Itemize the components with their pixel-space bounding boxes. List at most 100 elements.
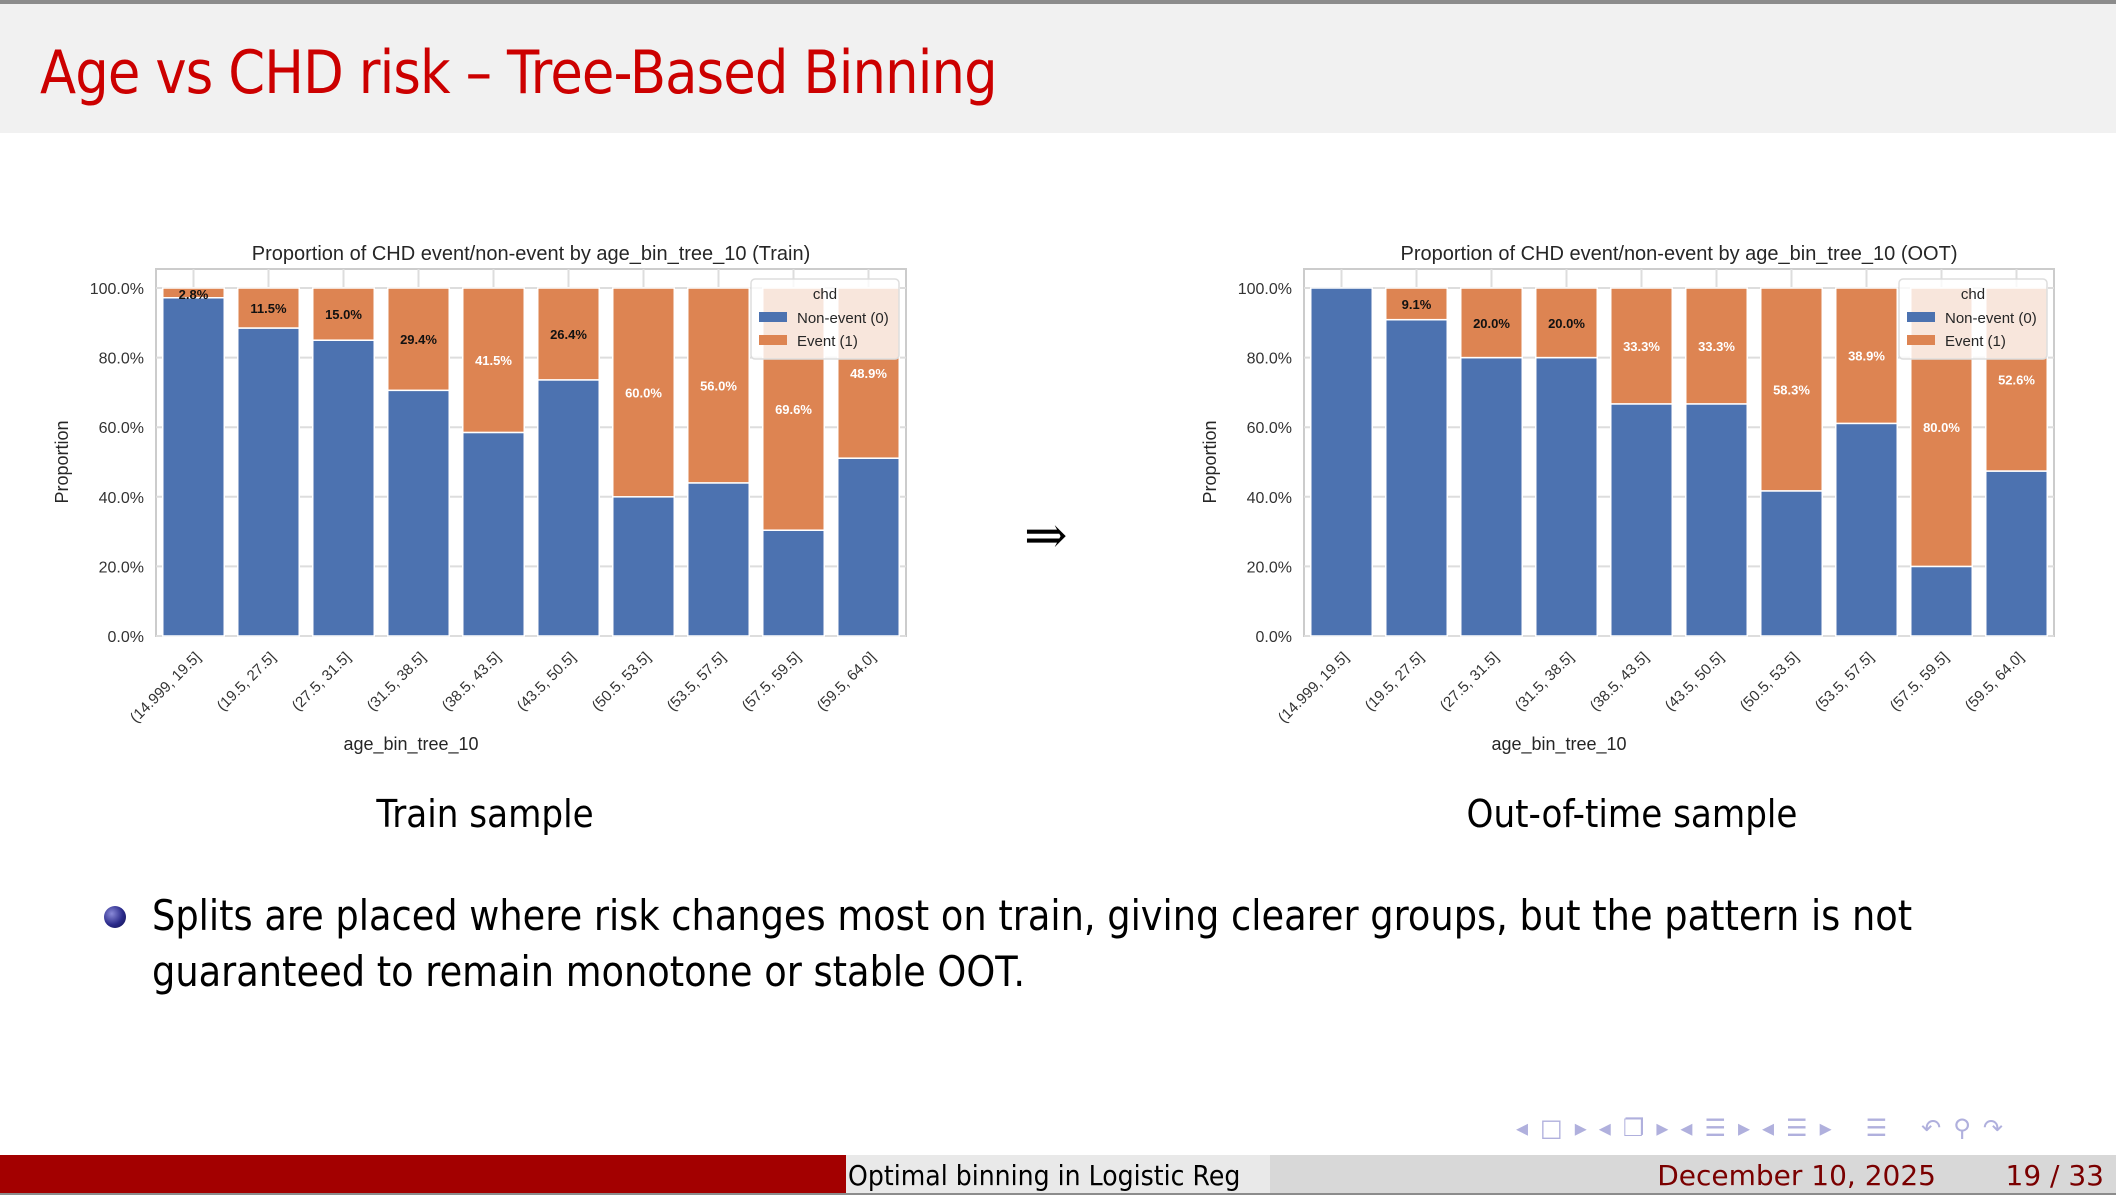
x-tick-label: (50.5, 53.5] [589,649,655,715]
bar-non-event [1685,403,1748,637]
bar-value-label: 52.6% [1998,373,2035,388]
frame-icon[interactable]: □ [1540,1114,1563,1142]
x-tick-label: (27.5, 31.5] [1437,649,1503,715]
y-tick-label: 0.0% [1256,629,1292,646]
x-tick-label: (38.5, 43.5] [439,649,505,715]
subsection-icon[interactable]: ❐ [1622,1114,1645,1142]
bar-value-label: 9.1% [1402,297,1432,312]
y-tick-label: 20.0% [99,559,144,576]
bar-event [1610,287,1673,405]
bar-event [537,287,600,381]
bar-non-event [462,431,525,637]
legend-swatch [1907,312,1935,322]
y-tick-label: 80.0% [99,351,144,368]
x-tick-label: (14.999, 19.5] [1275,649,1352,726]
bar-value-label: 41.5% [475,353,512,368]
legend-swatch [759,335,787,345]
bar-event [387,287,450,392]
x-tick-label: (43.5, 50.5] [1662,649,1728,715]
footer-date: December 10, 2025 [1657,1159,1936,1192]
bar-event [1685,287,1748,405]
footer-short-title: Optimal binning in Logistic Reg [848,1159,1241,1192]
bar-non-event [1310,287,1373,637]
bar-non-event [612,496,675,637]
bar-non-event [687,482,750,637]
bar-non-event [312,339,375,637]
legend-title: chd [1961,286,1985,303]
bar-event [687,287,750,484]
bar-value-label: 69.6% [775,402,812,417]
oot-caption: Out-of-time sample [1466,792,1798,836]
y-tick-label: 40.0% [99,490,144,507]
chart-title: Proportion of CHD event/non-event by age… [252,243,810,265]
bar-event [312,287,375,341]
bar-non-event [1835,422,1898,637]
bar-value-label: 80.0% [1923,420,1960,435]
nav-right-subsection-icon[interactable]: ▸ [1656,1114,1669,1142]
nav-left-section-icon[interactable]: ◂ [1680,1114,1693,1142]
implies-arrow: ⇒ [1024,506,1068,566]
y-tick-label: 60.0% [99,420,144,437]
forward-icon[interactable]: ↷ [1982,1114,2003,1142]
train-chart: Proportion of CHD event/non-event by age… [50,230,950,770]
footer-title-bar: Optimal binning in Logistic Reg [846,1155,1270,1195]
nav-right-section-icon[interactable]: ▸ [1737,1114,1750,1142]
chart-svg: Proportion of CHD event/non-event by age… [52,243,907,755]
bar-event [462,287,525,434]
bar-value-label: 33.3% [1698,339,1735,354]
legend-label: Event (1) [797,333,858,350]
oot-chart: Proportion of CHD event/non-event by age… [1198,230,2098,770]
x-tick-label: (53.5, 57.5] [1812,649,1878,715]
x-tick-label: (59.5, 64.0] [814,649,880,715]
legend-label: Non-event (0) [797,310,889,327]
bar-event [162,287,225,299]
x-tick-label: (50.5, 53.5] [1737,649,1803,715]
y-tick-label: 20.0% [1247,559,1292,576]
x-tick-label: (43.5, 50.5] [514,649,580,715]
x-tick-label: (53.5, 57.5] [664,649,730,715]
chart-legend [750,278,900,360]
slide-footer: Optimal binning in Logistic Reg December… [0,1155,2116,1195]
y-tick-label: 40.0% [1247,490,1292,507]
bar-non-event [837,457,900,637]
bar-value-label: 56.0% [700,378,737,393]
nav-right-doc-icon[interactable]: ▸ [1819,1114,1832,1142]
slide-header: Age vs CHD risk – Tree-Based Binning [0,4,2116,133]
nav-left-frame-icon[interactable]: ◂ [1516,1114,1529,1142]
footer-author-bar [0,1155,846,1195]
footer-date-bar: December 10, 2025 19 / 33 [1270,1155,2116,1195]
legend-swatch [759,312,787,322]
x-tick-label: (27.5, 31.5] [289,649,355,715]
bar-value-label: 48.9% [850,366,887,381]
back-icon[interactable]: ↶ [1921,1114,1942,1142]
y-tick-label: 100.0% [1238,281,1292,298]
bar-non-event [1760,490,1823,637]
nav-left-doc-icon[interactable]: ◂ [1762,1114,1775,1142]
bar-value-label: 58.3% [1773,382,1810,397]
x-tick-label: (31.5, 38.5] [1512,649,1578,715]
legend-label: Event (1) [1945,333,2006,350]
bottom-border [0,1193,2116,1195]
bar-event [1385,287,1448,321]
bar-value-label: 29.4% [400,332,437,347]
section-icon[interactable]: ☰ [1704,1114,1726,1142]
align-icon[interactable]: ☰ [1865,1114,1888,1142]
search-icon[interactable]: ⚲ [1953,1114,1971,1142]
bar-event [1535,287,1598,359]
bar-value-label: 20.0% [1473,316,1510,331]
bar-non-event [762,529,825,637]
nav-right-frame-icon[interactable]: ▸ [1574,1114,1587,1142]
nav-left-subsection-icon[interactable]: ◂ [1598,1114,1611,1142]
chart-svg: Proportion of CHD event/non-event by age… [1200,243,2055,755]
bar-value-label: 33.3% [1623,339,1660,354]
train-caption: Train sample [376,792,594,836]
x-tick-label: (59.5, 64.0] [1962,649,2028,715]
x-tick-label: (57.5, 59.5] [1887,649,1953,715]
footer-page-number: 19 / 33 [2005,1159,2105,1192]
x-axis-label: age_bin_tree_10 [1491,734,1626,755]
x-tick-label: (57.5, 59.5] [739,649,805,715]
bar-non-event [1385,318,1448,637]
y-tick-label: 80.0% [1247,351,1292,368]
document-icon[interactable]: ☰ [1786,1114,1808,1142]
bar-non-event [1910,565,1973,637]
